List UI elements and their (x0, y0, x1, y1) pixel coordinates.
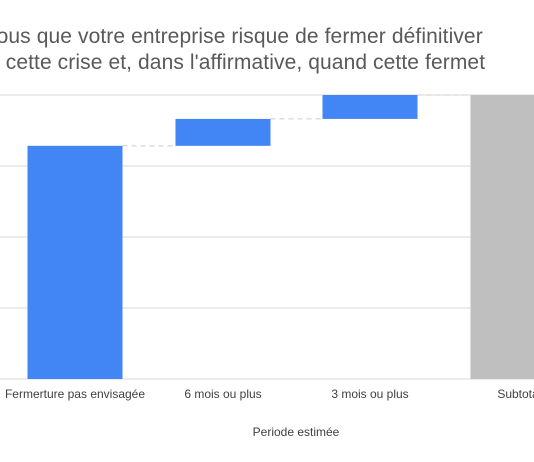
x-tick-label: 3 mois ou plus (331, 387, 408, 401)
x-axis-label: Periode estimée (253, 425, 340, 439)
chart-title-line-2: e cette crise et, dans l'affirmative, qu… (0, 51, 486, 74)
bar-6-mois-ou-plus (175, 118, 271, 146)
x-tick-label: Fermerture pas envisagée (5, 387, 145, 401)
bar-subtota (470, 95, 534, 379)
bar-3-mois-ou-plus (322, 95, 418, 119)
bar-fermerture-pas-envisag-e (27, 145, 123, 379)
x-tick-label: Subtota (497, 387, 534, 401)
x-tick-label: 6 mois ou plus (184, 387, 261, 401)
chart-title-line-1: vous que votre entreprise risque de ferm… (0, 25, 483, 48)
